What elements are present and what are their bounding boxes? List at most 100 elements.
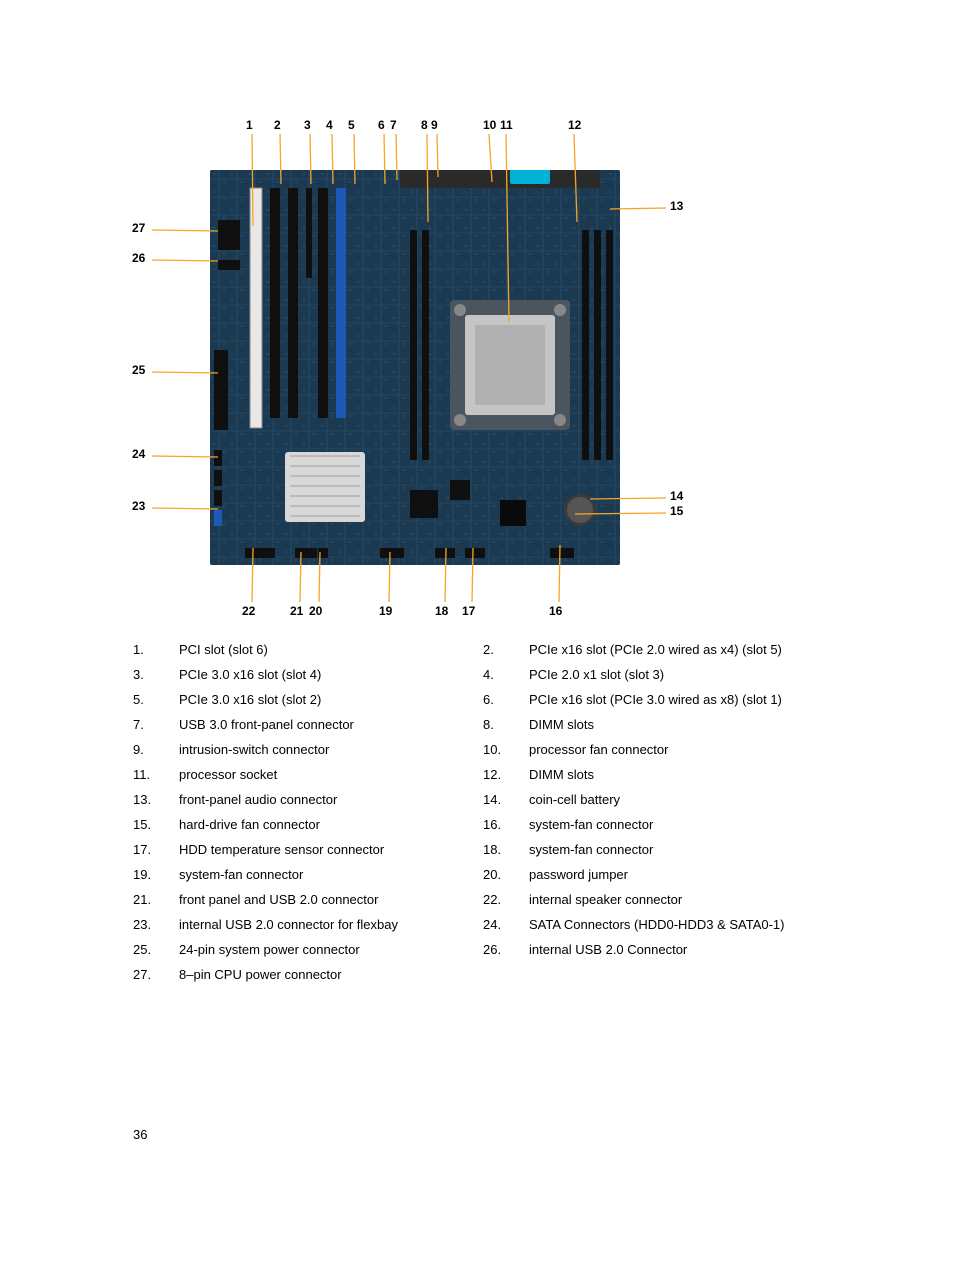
callout-number: 6 (378, 118, 385, 132)
legend-item: 6.PCIe x16 slot (PCIe 3.0 wired as x8) (… (483, 692, 823, 707)
callout-number: 2 (274, 118, 281, 132)
legend-number: 11. (133, 767, 179, 782)
legend-item: 20.password jumper (483, 867, 823, 882)
legend-text: processor socket (179, 767, 473, 782)
callout-number: 10 (483, 118, 496, 132)
legend-item: 9.intrusion-switch connector (133, 742, 473, 757)
callout-number: 9 (431, 118, 438, 132)
legend-number: 12. (483, 767, 529, 782)
callout-number: 18 (435, 604, 448, 618)
callout-number: 1 (246, 118, 253, 132)
callout-number: 5 (348, 118, 355, 132)
callout-number: 26 (132, 251, 145, 265)
legend-item: 16.system-fan connector (483, 817, 823, 832)
legend-number: 23. (133, 917, 179, 932)
legend-number: 20. (483, 867, 529, 882)
callout-number: 13 (670, 199, 683, 213)
legend-item: 11.processor socket (133, 767, 473, 782)
legend-number: 26. (483, 942, 529, 957)
legend-text: front panel and USB 2.0 connector (179, 892, 473, 907)
legend-item: 10.processor fan connector (483, 742, 823, 757)
callout-number: 3 (304, 118, 311, 132)
legend-text: password jumper (529, 867, 823, 882)
legend-grid: 1.PCI slot (slot 6) 2.PCIe x16 slot (PCIe… (133, 642, 823, 982)
callout-number: 7 (390, 118, 397, 132)
legend-item: 17.HDD temperature sensor connector (133, 842, 473, 857)
legend-number: 16. (483, 817, 529, 832)
legend-text: coin-cell battery (529, 792, 823, 807)
legend-item: 1.PCI slot (slot 6) (133, 642, 473, 657)
callout-number: 8 (421, 118, 428, 132)
legend-number: 9. (133, 742, 179, 757)
callout-number: 4 (326, 118, 333, 132)
legend-item: 23.internal USB 2.0 connector for flexba… (133, 917, 473, 932)
legend-number: 8. (483, 717, 529, 732)
legend-number: 24. (483, 917, 529, 932)
callout-number: 19 (379, 604, 392, 618)
callout-number: 27 (132, 221, 145, 235)
legend-item: 27.8–pin CPU power connector (133, 967, 473, 982)
legend-text: PCIe 2.0 x1 slot (slot 3) (529, 667, 823, 682)
legend-text: system-fan connector (179, 867, 473, 882)
legend-item: 3.PCIe 3.0 x16 slot (slot 4) (133, 667, 473, 682)
legend-item: 19.system-fan connector (133, 867, 473, 882)
legend-number: 10. (483, 742, 529, 757)
legend-item: 18.system-fan connector (483, 842, 823, 857)
callout-number: 21 (290, 604, 303, 618)
legend-text: processor fan connector (529, 742, 823, 757)
legend-number: 13. (133, 792, 179, 807)
legend-text: internal speaker connector (529, 892, 823, 907)
callout-number: 12 (568, 118, 581, 132)
legend-number: 1. (133, 642, 179, 657)
legend-item: 24.SATA Connectors (HDD0-HDD3 & SATA0-1) (483, 917, 823, 932)
legend-text: SATA Connectors (HDD0-HDD3 & SATA0-1) (529, 917, 823, 932)
legend-text: front-panel audio connector (179, 792, 473, 807)
callout-number: 20 (309, 604, 322, 618)
legend-item: 14.coin-cell battery (483, 792, 823, 807)
legend-number: 6. (483, 692, 529, 707)
legend-text: PCI slot (slot 6) (179, 642, 473, 657)
motherboard-diagram: 1234567891011121617181920212223242526271… (130, 122, 690, 612)
motherboard-svg (210, 170, 620, 565)
legend-number: 2. (483, 642, 529, 657)
legend-number: 14. (483, 792, 529, 807)
motherboard-board (210, 170, 620, 565)
legend-item: 25.24-pin system power connector (133, 942, 473, 957)
legend-number: 25. (133, 942, 179, 957)
legend-text: 24-pin system power connector (179, 942, 473, 957)
callout-number: 16 (549, 604, 562, 618)
legend-item: 8.DIMM slots (483, 717, 823, 732)
legend-text: internal USB 2.0 Connector (529, 942, 823, 957)
callout-number: 14 (670, 489, 683, 503)
legend-number: 4. (483, 667, 529, 682)
legend-text: PCIe 3.0 x16 slot (slot 2) (179, 692, 473, 707)
legend-text: internal USB 2.0 connector for flexbay (179, 917, 473, 932)
legend-number: 18. (483, 842, 529, 857)
legend-item: 22.internal speaker connector (483, 892, 823, 907)
legend-number: 21. (133, 892, 179, 907)
legend-number: 5. (133, 692, 179, 707)
callout-number: 15 (670, 504, 683, 518)
legend-number: 22. (483, 892, 529, 907)
legend-item: 4.PCIe 2.0 x1 slot (slot 3) (483, 667, 823, 682)
callout-number: 23 (132, 499, 145, 513)
callout-number: 17 (462, 604, 475, 618)
legend-item: 21.front panel and USB 2.0 connector (133, 892, 473, 907)
legend-item: 15.hard-drive fan connector (133, 817, 473, 832)
legend-text: PCIe x16 slot (PCIe 2.0 wired as x4) (sl… (529, 642, 823, 657)
legend-number: 15. (133, 817, 179, 832)
legend-item: 5.PCIe 3.0 x16 slot (slot 2) (133, 692, 473, 707)
legend-text: hard-drive fan connector (179, 817, 473, 832)
legend-text: HDD temperature sensor connector (179, 842, 473, 857)
legend-number: 17. (133, 842, 179, 857)
callout-number: 25 (132, 363, 145, 377)
legend-item: 13.front-panel audio connector (133, 792, 473, 807)
legend-item: 12.DIMM slots (483, 767, 823, 782)
legend-number: 27. (133, 967, 179, 982)
page-number: 36 (133, 1127, 147, 1142)
legend-text: DIMM slots (529, 717, 823, 732)
legend-text: intrusion-switch connector (179, 742, 473, 757)
legend-item: 26.internal USB 2.0 Connector (483, 942, 823, 957)
callout-number: 22 (242, 604, 255, 618)
legend-item: 7.USB 3.0 front-panel connector (133, 717, 473, 732)
